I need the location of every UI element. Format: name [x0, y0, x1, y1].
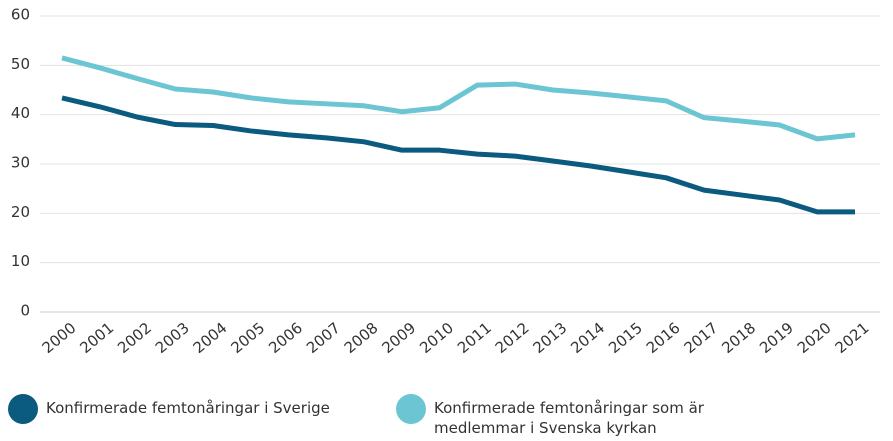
- x-tick-label: 2014: [567, 319, 608, 357]
- x-tick-label: 2017: [681, 319, 722, 357]
- x-tick-label: 2019: [756, 319, 797, 357]
- x-tick-label: 2007: [303, 319, 344, 357]
- legend: Konfirmerade femtonåringar i Sverige Konf…: [0, 394, 893, 441]
- x-tick-label: 2010: [416, 319, 457, 357]
- x-tick-label: 2018: [718, 319, 759, 357]
- legend-swatch: [8, 394, 38, 424]
- x-tick-label: 2003: [152, 319, 193, 357]
- y-tick-label: 60: [11, 6, 30, 24]
- y-tick-label: 0: [20, 302, 30, 320]
- legend-item: Konfirmerade femtonåringar i Sverige: [8, 394, 368, 424]
- y-tick-label: 10: [11, 252, 30, 270]
- x-tick-label: 2016: [643, 319, 684, 357]
- x-tick-label: 2008: [341, 319, 382, 357]
- legend-swatch: [396, 394, 426, 424]
- x-tick-label: 2000: [39, 319, 80, 357]
- x-tick-label: 2020: [794, 319, 835, 357]
- x-tick-label: 2005: [227, 319, 268, 357]
- x-tick-label: 2001: [76, 319, 117, 357]
- x-tick-label: 2012: [492, 319, 533, 357]
- legend-label: Konfirmerade femtonåringar i Sverige: [46, 399, 330, 417]
- series-line: [61, 95, 855, 215]
- x-tick-label: 2009: [378, 319, 419, 357]
- legend-item: Konfirmerade femtonåringar som är medlem…: [396, 394, 786, 438]
- y-tick-label: 20: [11, 203, 30, 221]
- y-tick-label: 30: [11, 154, 30, 172]
- x-tick-label: 2013: [530, 319, 571, 357]
- y-tick-label: 40: [11, 104, 30, 122]
- chart: 0102030405060200020012002200320042005200…: [11, 6, 880, 357]
- y-tick-label: 50: [11, 55, 30, 73]
- x-tick-label: 2006: [265, 319, 306, 357]
- x-tick-label: 2004: [190, 319, 231, 357]
- legend-label: Konfirmerade femtonåringar som är medlem…: [434, 399, 704, 437]
- x-tick-label: 2002: [114, 319, 155, 357]
- series-line: [61, 55, 856, 142]
- x-tick-label: 2015: [605, 319, 646, 357]
- x-tick-label: 2011: [454, 319, 495, 357]
- x-tick-label: 2021: [832, 319, 873, 357]
